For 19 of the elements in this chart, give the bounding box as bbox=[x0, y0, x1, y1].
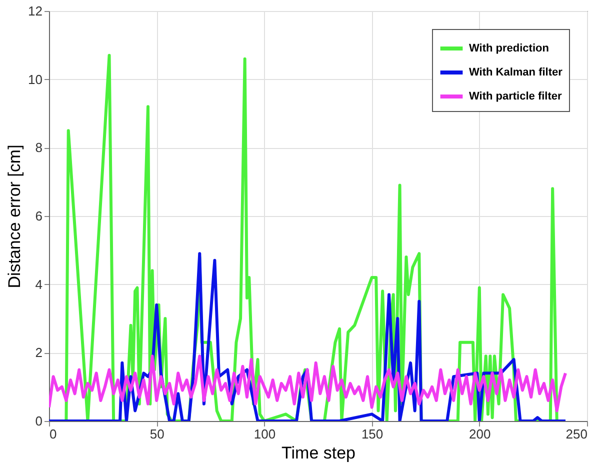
y-tick-label: 2 bbox=[35, 345, 42, 360]
y-tick-label: 12 bbox=[28, 4, 42, 18]
x-axis-title: Time step bbox=[281, 444, 356, 462]
y-tick-label: 10 bbox=[28, 72, 42, 87]
y-axis-title: Distance error [cm] bbox=[5, 144, 24, 288]
line-series bbox=[49, 354, 567, 412]
legend-label: With particle filter bbox=[469, 90, 563, 102]
x-tick-label: 100 bbox=[254, 426, 276, 442]
legend-label: With Kalman filter bbox=[469, 66, 564, 78]
x-tick-label: 50 bbox=[150, 426, 164, 442]
y-tick-label: 8 bbox=[35, 140, 42, 156]
legend-label: With prediction bbox=[469, 42, 550, 54]
x-tick-label: 0 bbox=[50, 426, 57, 442]
x-tick-label: 250 bbox=[566, 426, 588, 442]
y-tick-label: 0 bbox=[35, 414, 42, 428]
y-tick-label: 4 bbox=[35, 276, 42, 292]
y-tick-label: 6 bbox=[35, 208, 42, 224]
x-tick-label: 150 bbox=[361, 426, 384, 442]
x-tick-label: 200 bbox=[469, 426, 491, 442]
